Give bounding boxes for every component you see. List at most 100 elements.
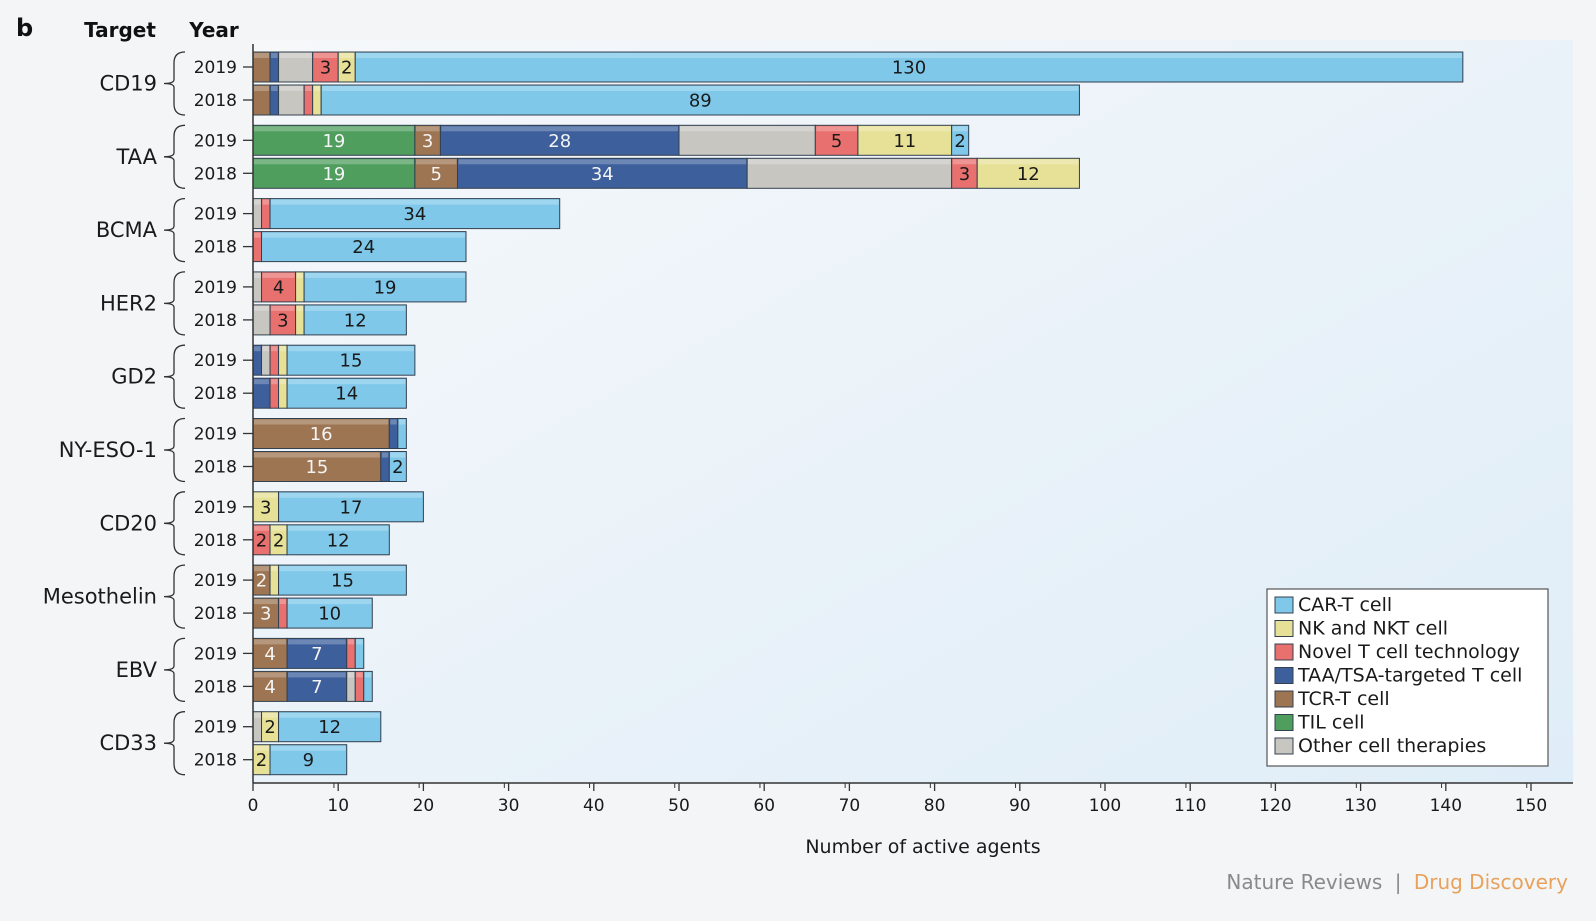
x-tick-label-100: 100 xyxy=(1089,796,1121,816)
bar-shine xyxy=(680,126,815,132)
bar-segment-bcma-2019-car-t-cell xyxy=(269,198,561,230)
legend-item-taa-tsa-targeted-t-cell: TAA/TSA-targeted T cell xyxy=(1274,665,1522,687)
target-label-ebv: EBV xyxy=(116,658,158,682)
bar-shine xyxy=(390,452,406,458)
data-label-cd19-2019-nk-and-nkt-cell: 2 xyxy=(341,58,352,79)
data-label-ebv-2018-tcr-t-cell: 4 xyxy=(264,677,275,698)
data-label-taa-2018-novel-t-cell-technology: 3 xyxy=(959,164,970,185)
bar-group-ny-eso-1: 16 15 2 xyxy=(252,418,407,482)
data-label-ebv-2018-taa-tsa-targeted-t-cell: 7 xyxy=(311,677,322,698)
bar-segment-cd19-2018-car-t-cell xyxy=(320,84,1080,116)
bar-shine xyxy=(356,53,1462,58)
bar-segment-ny-eso-1-2019-tcr-t-cell xyxy=(252,418,390,449)
bar-group-taa: 19 3 28 5 11 2 19 5 34 3 12 xyxy=(252,124,1080,189)
bar-segment-cd19-2018-other-cell-therapies xyxy=(278,84,305,116)
bracket-taa xyxy=(163,124,186,189)
bar-shine xyxy=(313,53,338,58)
bar-shine xyxy=(296,272,304,278)
data-label-ebv-2019-tcr-t-cell: 4 xyxy=(264,644,275,665)
bracket-cd33 xyxy=(163,711,186,776)
x-tick-label-140: 140 xyxy=(1430,796,1462,816)
x-tick-label-50: 50 xyxy=(668,796,690,816)
data-label-her2-2019-car-t-cell: 19 xyxy=(374,277,397,298)
legend-swatch-other-cell-therapies xyxy=(1274,737,1294,755)
bar-shine xyxy=(254,159,414,165)
bar-shine xyxy=(254,712,261,718)
credit-line: Nature Reviews | Drug Discovery xyxy=(1226,870,1568,894)
bar-segment-taa-2019-nk-and-nkt-cell xyxy=(857,124,953,156)
bar-shine xyxy=(288,379,406,385)
bar-shine xyxy=(262,232,465,238)
data-label-cd20-2018-car-t-cell: 12 xyxy=(327,530,350,551)
x-tick-label-90: 90 xyxy=(1009,796,1031,816)
legend-label-car-t-cell: CAR-T cell xyxy=(1298,594,1392,616)
year-label-ny-eso-1-2019: 2019 xyxy=(194,425,237,445)
bar-shine xyxy=(254,305,270,311)
legend-label-nk-and-nkt-cell: NK and NKT cell xyxy=(1298,618,1448,640)
bar-shine xyxy=(254,53,270,58)
bracket-gd2 xyxy=(163,344,186,409)
bar-shine xyxy=(262,346,270,352)
bar-shine xyxy=(254,566,270,572)
bar-shine xyxy=(271,53,278,58)
bar-segment-ebv-2019-taa-tsa-targeted-t-cell xyxy=(286,637,348,669)
bar-shine xyxy=(952,159,977,165)
bar-shine xyxy=(347,639,355,645)
bar-shine xyxy=(254,525,270,531)
year-label-taa-2019: 2019 xyxy=(194,131,237,151)
bar-shine xyxy=(262,272,295,278)
data-label-bcma-2018-car-t-cell: 24 xyxy=(352,237,375,258)
data-label-mesothelin-2018-car-t-cell: 10 xyxy=(318,604,341,625)
bar-shine xyxy=(288,672,346,678)
data-label-cd33-2018-nk-and-nkt-cell: 2 xyxy=(256,750,267,771)
year-label-ebv-2018: 2018 xyxy=(194,677,237,697)
bar-shine xyxy=(254,599,278,605)
legend-item-car-t-cell: CAR-T cell xyxy=(1274,594,1392,616)
legend-label-til-cell: TIL cell xyxy=(1297,712,1365,734)
bar-shine xyxy=(279,712,380,718)
legend-box xyxy=(1266,588,1549,767)
bar-shine xyxy=(271,745,346,751)
bar-segment-ny-eso-1-2018-car-t-cell xyxy=(388,451,407,482)
data-label-gd2-2019-car-t-cell: 15 xyxy=(340,351,363,372)
bar-shine xyxy=(254,745,270,751)
bar-shine xyxy=(288,346,414,352)
bar-segment-taa-2018-novel-t-cell-technology xyxy=(951,157,978,189)
bar-group-cd33: 2 12 2 9 xyxy=(252,711,382,776)
bracket-ny-eso-1 xyxy=(163,417,186,483)
bar-shine xyxy=(254,199,261,205)
target-label-taa: TAA xyxy=(115,145,157,169)
bar-segment-taa-2019-taa-tsa-targeted-t-cell xyxy=(439,124,680,156)
bracket-ebv xyxy=(163,637,186,703)
legend-item-other-cell-therapies: Other cell therapies xyxy=(1274,735,1486,757)
bar-segment-mesothelin-2018-car-t-cell xyxy=(286,597,373,629)
data-label-gd2-2018-car-t-cell: 14 xyxy=(335,384,358,405)
x-tick-label-10: 10 xyxy=(327,796,349,816)
x-tick-label-80: 80 xyxy=(924,796,946,816)
bar-shine xyxy=(288,525,389,531)
data-label-taa-2019-nk-and-nkt-cell: 11 xyxy=(893,131,916,152)
bar-shine xyxy=(356,672,363,678)
x-tick-label-30: 30 xyxy=(498,796,520,816)
bar-segment-ebv-2018-car-t-cell xyxy=(363,670,373,702)
bar-shine xyxy=(356,639,363,645)
bar-shine xyxy=(254,272,261,278)
legend-label-other-cell-therapies: Other cell therapies xyxy=(1298,735,1486,757)
bar-shine xyxy=(271,379,278,385)
bar-shine xyxy=(288,599,372,605)
bar-shine xyxy=(288,639,346,645)
credit-journal: Nature Reviews xyxy=(1226,870,1382,894)
bar-segment-her2-2018-novel-t-cell-technology xyxy=(269,304,297,336)
bar-segment-ny-eso-1-2018-tcr-t-cell xyxy=(252,451,382,482)
legend-item-til-cell: TIL cell xyxy=(1274,712,1365,734)
bar-segment-ebv-2019-tcr-t-cell xyxy=(252,637,288,669)
legend-swatch-tcr-t-cell xyxy=(1274,690,1294,708)
data-label-cd20-2018-nk-and-nkt-cell: 2 xyxy=(273,530,284,551)
bar-shine xyxy=(279,492,423,498)
legend-label-taa-tsa-targeted-t-cell: TAA/TSA-targeted T cell xyxy=(1297,665,1522,687)
bar-shine xyxy=(254,452,380,458)
bar-segment-cd33-2018-car-t-cell xyxy=(269,744,348,776)
bar-group-ebv: 4 7 4 7 xyxy=(252,637,373,702)
bar-group-cd20: 3 17 2 2 12 xyxy=(252,491,424,556)
